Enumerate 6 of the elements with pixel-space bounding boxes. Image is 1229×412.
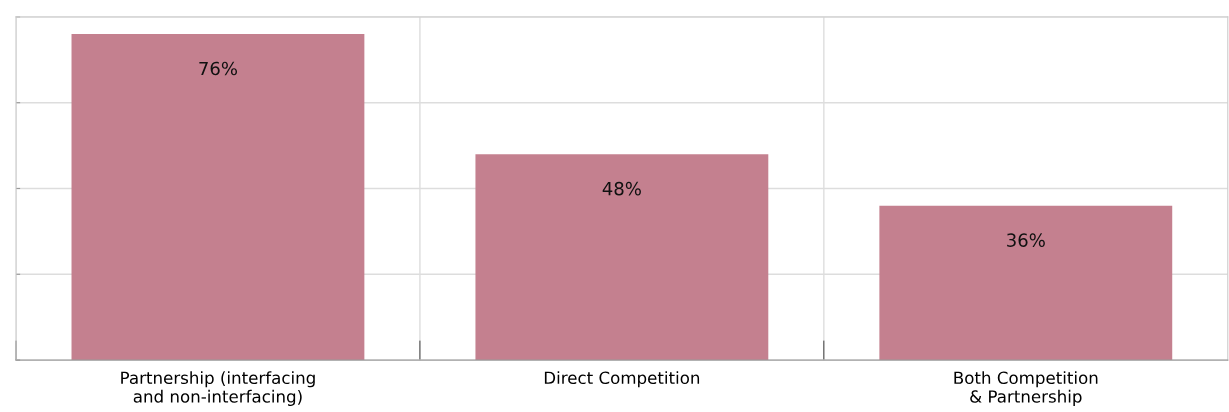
data-label: 76% bbox=[199, 61, 238, 76]
data-label: 36% bbox=[1007, 233, 1045, 247]
x-tick-label: Both Competition & Partnership bbox=[954, 371, 1098, 406]
x-tick-label: Partnership (interfacing and non-interfacing) bbox=[121, 371, 315, 406]
data-label: 48% bbox=[602, 181, 641, 196]
x-tick-label: Direct Competition bbox=[544, 371, 700, 388]
